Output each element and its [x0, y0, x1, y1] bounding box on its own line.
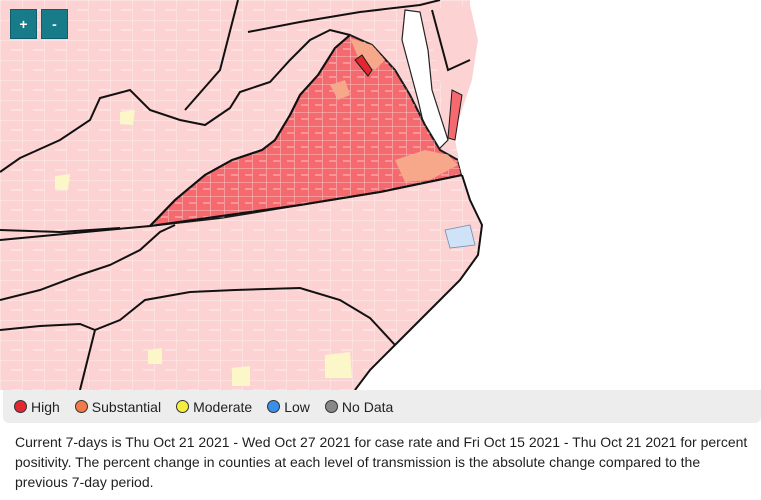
- zoom-in-button[interactable]: +: [10, 9, 37, 39]
- legend-item-high: High: [14, 399, 60, 415]
- moderate-patch-4: [232, 366, 250, 386]
- moderate-patch-2: [55, 174, 70, 190]
- transmission-map[interactable]: + -: [0, 0, 761, 390]
- eastern-shore-high: [447, 89, 463, 141]
- substantial-area-nova: [350, 38, 385, 70]
- moderate-patch-5: [148, 348, 162, 364]
- legend-label-high: High: [31, 398, 60, 415]
- map-canvas: [0, 0, 761, 390]
- md-border: [247, 0, 441, 33]
- md-panhandle: [184, 0, 239, 111]
- chesapeake-bay: [401, 9, 449, 151]
- high-swatch: [14, 400, 27, 413]
- delmarva-peninsula: [430, 5, 478, 140]
- moderate-patch-1: [120, 110, 135, 125]
- de-border: [431, 9, 471, 72]
- date-range-footnote: Current 7-days is Thu Oct 21 2021 - Wed …: [15, 434, 748, 490]
- zoom-out-button[interactable]: -: [41, 9, 68, 39]
- legend-item-no-data: No Data: [324, 398, 394, 415]
- wv-ky-border: [0, 28, 351, 173]
- legend-item-substantial: Substantial: [74, 398, 162, 415]
- legend-item-low: Low: [267, 399, 310, 415]
- legend-label-low: Low: [284, 398, 310, 415]
- legend-label-substantial: Substantial: [91, 398, 162, 415]
- ga-border: [0, 322, 96, 331]
- moderate-swatch: [176, 400, 190, 413]
- coastline: [354, 174, 484, 390]
- legend-label-moderate: Moderate: [193, 398, 253, 415]
- low-patch-outer-banks: [444, 224, 476, 249]
- no-data-swatch: [324, 400, 338, 413]
- zoom-controls: + -: [10, 9, 68, 39]
- legend-label-no-data: No Data: [341, 398, 394, 415]
- low-swatch: [267, 400, 281, 413]
- substantial-area-central: [330, 80, 350, 100]
- va-nc-border: [0, 174, 463, 241]
- high-area-dc: [354, 54, 373, 77]
- nc-sc-border: [79, 286, 396, 390]
- nc-tn-border: [0, 224, 176, 301]
- ky-tn-border: [0, 227, 121, 234]
- legend: High Substantial Moderate Low No Data: [3, 390, 761, 423]
- wv-va-border: [149, 34, 351, 227]
- substantial-area-southeast: [395, 150, 458, 182]
- ocean: [355, 0, 761, 390]
- moderate-patch-3: [325, 352, 352, 378]
- state-borders: [0, 0, 471, 390]
- substantial-swatch: [74, 400, 88, 413]
- legend-item-moderate: Moderate: [176, 399, 252, 415]
